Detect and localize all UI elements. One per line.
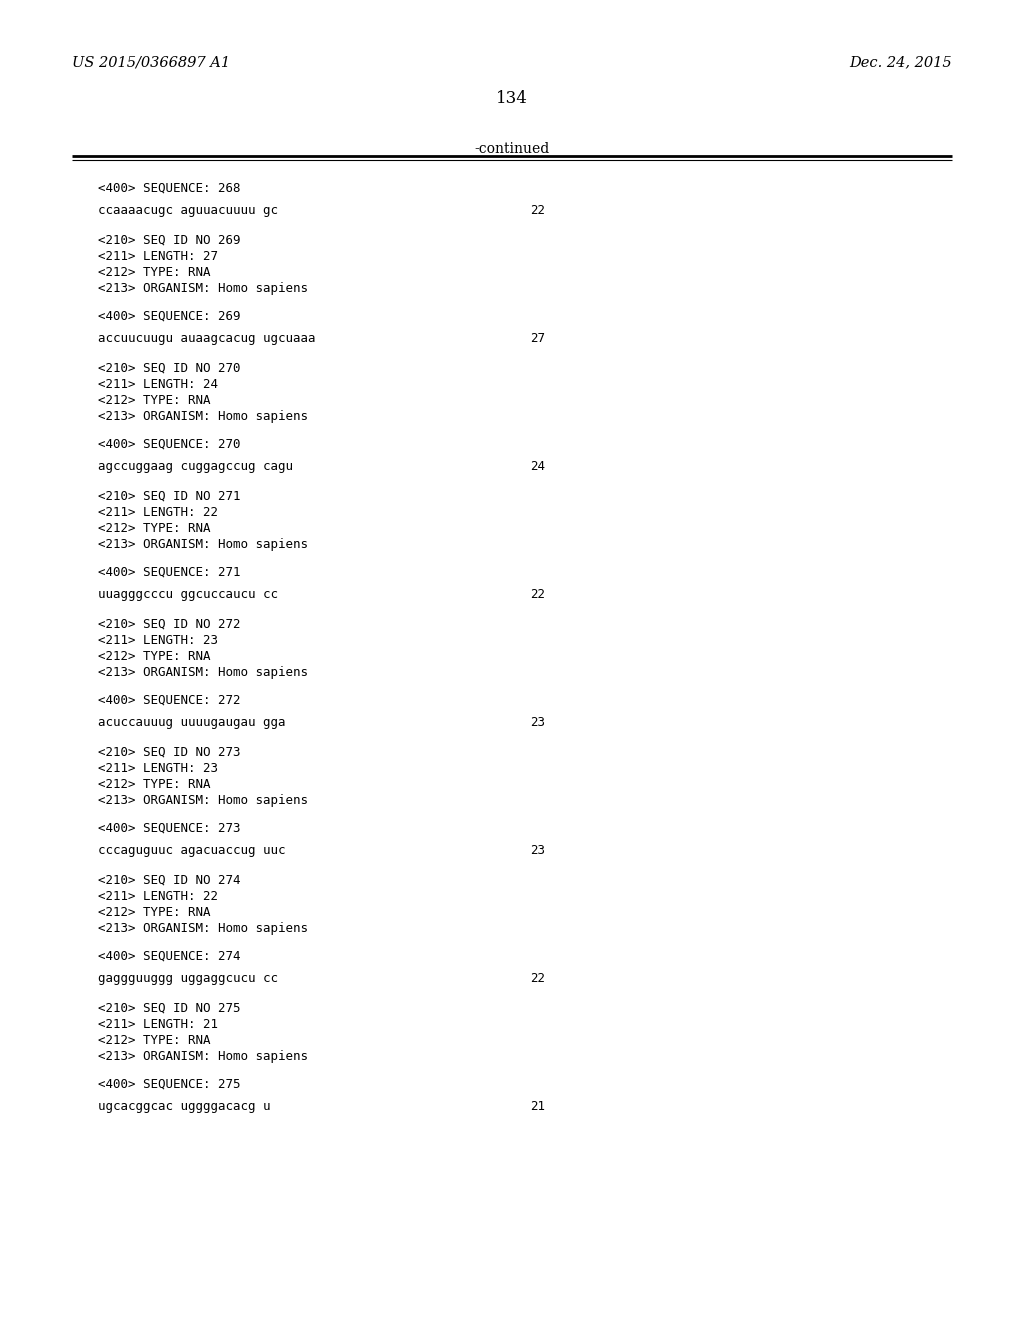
Text: <400> SEQUENCE: 272: <400> SEQUENCE: 272 xyxy=(98,694,241,708)
Text: <213> ORGANISM: Homo sapiens: <213> ORGANISM: Homo sapiens xyxy=(98,1049,308,1063)
Text: ccaaaacugc aguuacuuuu gc: ccaaaacugc aguuacuuuu gc xyxy=(98,205,278,216)
Text: <212> TYPE: RNA: <212> TYPE: RNA xyxy=(98,777,211,791)
Text: <400> SEQUENCE: 270: <400> SEQUENCE: 270 xyxy=(98,438,241,451)
Text: 24: 24 xyxy=(530,459,545,473)
Text: <400> SEQUENCE: 275: <400> SEQUENCE: 275 xyxy=(98,1078,241,1092)
Text: US 2015/0366897 A1: US 2015/0366897 A1 xyxy=(72,55,230,69)
Text: <212> TYPE: RNA: <212> TYPE: RNA xyxy=(98,393,211,407)
Text: <400> SEQUENCE: 271: <400> SEQUENCE: 271 xyxy=(98,566,241,579)
Text: accuucuugu auaagcacug ugcuaaa: accuucuugu auaagcacug ugcuaaa xyxy=(98,333,315,345)
Text: <213> ORGANISM: Homo sapiens: <213> ORGANISM: Homo sapiens xyxy=(98,667,308,678)
Text: <212> TYPE: RNA: <212> TYPE: RNA xyxy=(98,521,211,535)
Text: 23: 23 xyxy=(530,843,545,857)
Text: <211> LENGTH: 23: <211> LENGTH: 23 xyxy=(98,762,218,775)
Text: <211> LENGTH: 24: <211> LENGTH: 24 xyxy=(98,378,218,391)
Text: <212> TYPE: RNA: <212> TYPE: RNA xyxy=(98,649,211,663)
Text: <213> ORGANISM: Homo sapiens: <213> ORGANISM: Homo sapiens xyxy=(98,539,308,550)
Text: <210> SEQ ID NO 272: <210> SEQ ID NO 272 xyxy=(98,618,241,631)
Text: <400> SEQUENCE: 273: <400> SEQUENCE: 273 xyxy=(98,822,241,836)
Text: <212> TYPE: RNA: <212> TYPE: RNA xyxy=(98,906,211,919)
Text: <212> TYPE: RNA: <212> TYPE: RNA xyxy=(98,1034,211,1047)
Text: <400> SEQUENCE: 268: <400> SEQUENCE: 268 xyxy=(98,182,241,195)
Text: <210> SEQ ID NO 270: <210> SEQ ID NO 270 xyxy=(98,362,241,375)
Text: <211> LENGTH: 21: <211> LENGTH: 21 xyxy=(98,1018,218,1031)
Text: <210> SEQ ID NO 275: <210> SEQ ID NO 275 xyxy=(98,1002,241,1015)
Text: <212> TYPE: RNA: <212> TYPE: RNA xyxy=(98,267,211,279)
Text: <400> SEQUENCE: 274: <400> SEQUENCE: 274 xyxy=(98,950,241,964)
Text: <211> LENGTH: 22: <211> LENGTH: 22 xyxy=(98,890,218,903)
Text: cccaguguuc agacuaccug uuc: cccaguguuc agacuaccug uuc xyxy=(98,843,286,857)
Text: 22: 22 xyxy=(530,587,545,601)
Text: ugcacggcac uggggacacg u: ugcacggcac uggggacacg u xyxy=(98,1100,270,1113)
Text: <213> ORGANISM: Homo sapiens: <213> ORGANISM: Homo sapiens xyxy=(98,795,308,807)
Text: agccuggaag cuggagccug cagu: agccuggaag cuggagccug cagu xyxy=(98,459,293,473)
Text: <210> SEQ ID NO 269: <210> SEQ ID NO 269 xyxy=(98,234,241,247)
Text: <211> LENGTH: 22: <211> LENGTH: 22 xyxy=(98,506,218,519)
Text: acuccauuug uuuugaugau gga: acuccauuug uuuugaugau gga xyxy=(98,715,286,729)
Text: <211> LENGTH: 27: <211> LENGTH: 27 xyxy=(98,249,218,263)
Text: <210> SEQ ID NO 274: <210> SEQ ID NO 274 xyxy=(98,874,241,887)
Text: <213> ORGANISM: Homo sapiens: <213> ORGANISM: Homo sapiens xyxy=(98,411,308,422)
Text: <210> SEQ ID NO 273: <210> SEQ ID NO 273 xyxy=(98,746,241,759)
Text: 22: 22 xyxy=(530,972,545,985)
Text: 22: 22 xyxy=(530,205,545,216)
Text: <213> ORGANISM: Homo sapiens: <213> ORGANISM: Homo sapiens xyxy=(98,921,308,935)
Text: 23: 23 xyxy=(530,715,545,729)
Text: -continued: -continued xyxy=(474,143,550,156)
Text: <213> ORGANISM: Homo sapiens: <213> ORGANISM: Homo sapiens xyxy=(98,282,308,294)
Text: <211> LENGTH: 23: <211> LENGTH: 23 xyxy=(98,634,218,647)
Text: Dec. 24, 2015: Dec. 24, 2015 xyxy=(849,55,952,69)
Text: <210> SEQ ID NO 271: <210> SEQ ID NO 271 xyxy=(98,490,241,503)
Text: 134: 134 xyxy=(496,90,528,107)
Text: uuagggcccu ggcuccaucu cc: uuagggcccu ggcuccaucu cc xyxy=(98,587,278,601)
Text: <400> SEQUENCE: 269: <400> SEQUENCE: 269 xyxy=(98,310,241,323)
Text: gaggguuggg uggaggcucu cc: gaggguuggg uggaggcucu cc xyxy=(98,972,278,985)
Text: 21: 21 xyxy=(530,1100,545,1113)
Text: 27: 27 xyxy=(530,333,545,345)
